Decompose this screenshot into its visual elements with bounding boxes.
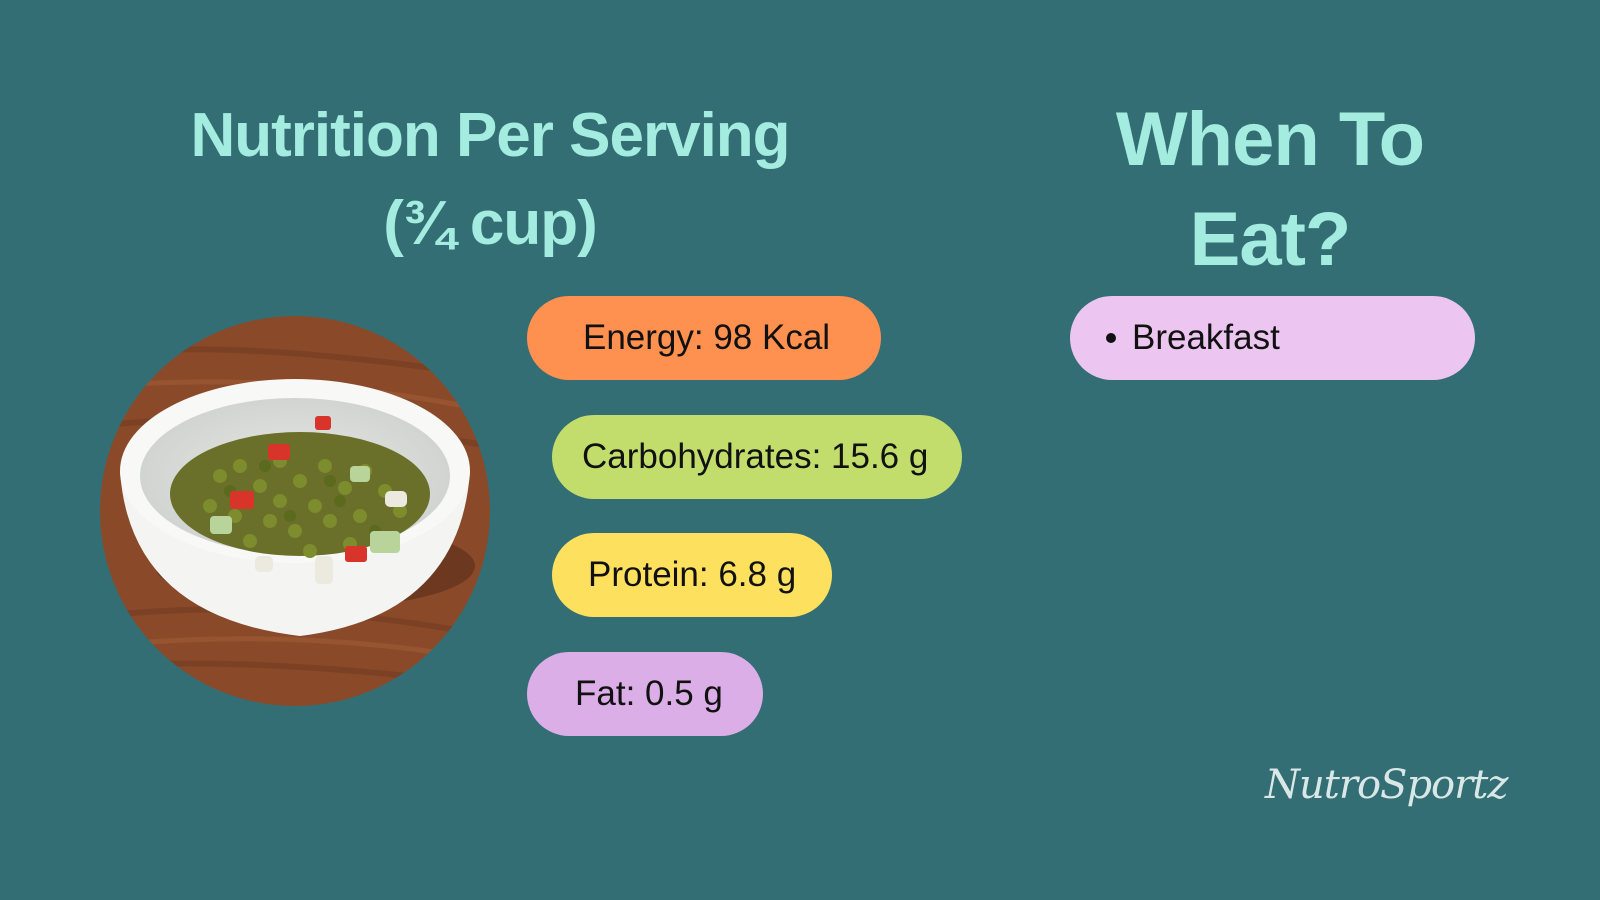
- protein-value: Protein: 6.8 g: [588, 555, 797, 594]
- nutrition-title-line-2: (¾ cup): [383, 189, 597, 258]
- protein-pill: Protein: 6.8 g: [552, 533, 832, 617]
- when-to-eat-item: Breakfast: [1070, 296, 1475, 380]
- energy-value: Energy: 98 Kcal: [583, 318, 831, 357]
- when-to-eat-item-label: Breakfast: [1132, 318, 1280, 357]
- nutrition-title: Nutrition Per Serving (¾ cup): [150, 92, 830, 268]
- brand-logo: NutroSportz: [1265, 762, 1508, 808]
- nutrition-title-line-1: Nutrition Per Serving: [190, 101, 790, 170]
- when-to-eat-title: When To Eat?: [1115, 97, 1425, 282]
- sprouts-salad-photo: [100, 316, 490, 706]
- energy-pill: Energy: 98 Kcal: [527, 296, 881, 380]
- carbohydrates-value: Carbohydrates: 15.6 g: [582, 437, 929, 476]
- fat-pill: Fat: 0.5 g: [527, 652, 763, 736]
- fat-value: Fat: 0.5 g: [575, 674, 723, 713]
- bullet-icon: [1106, 333, 1116, 343]
- carbohydrates-pill: Carbohydrates: 15.6 g: [552, 415, 962, 499]
